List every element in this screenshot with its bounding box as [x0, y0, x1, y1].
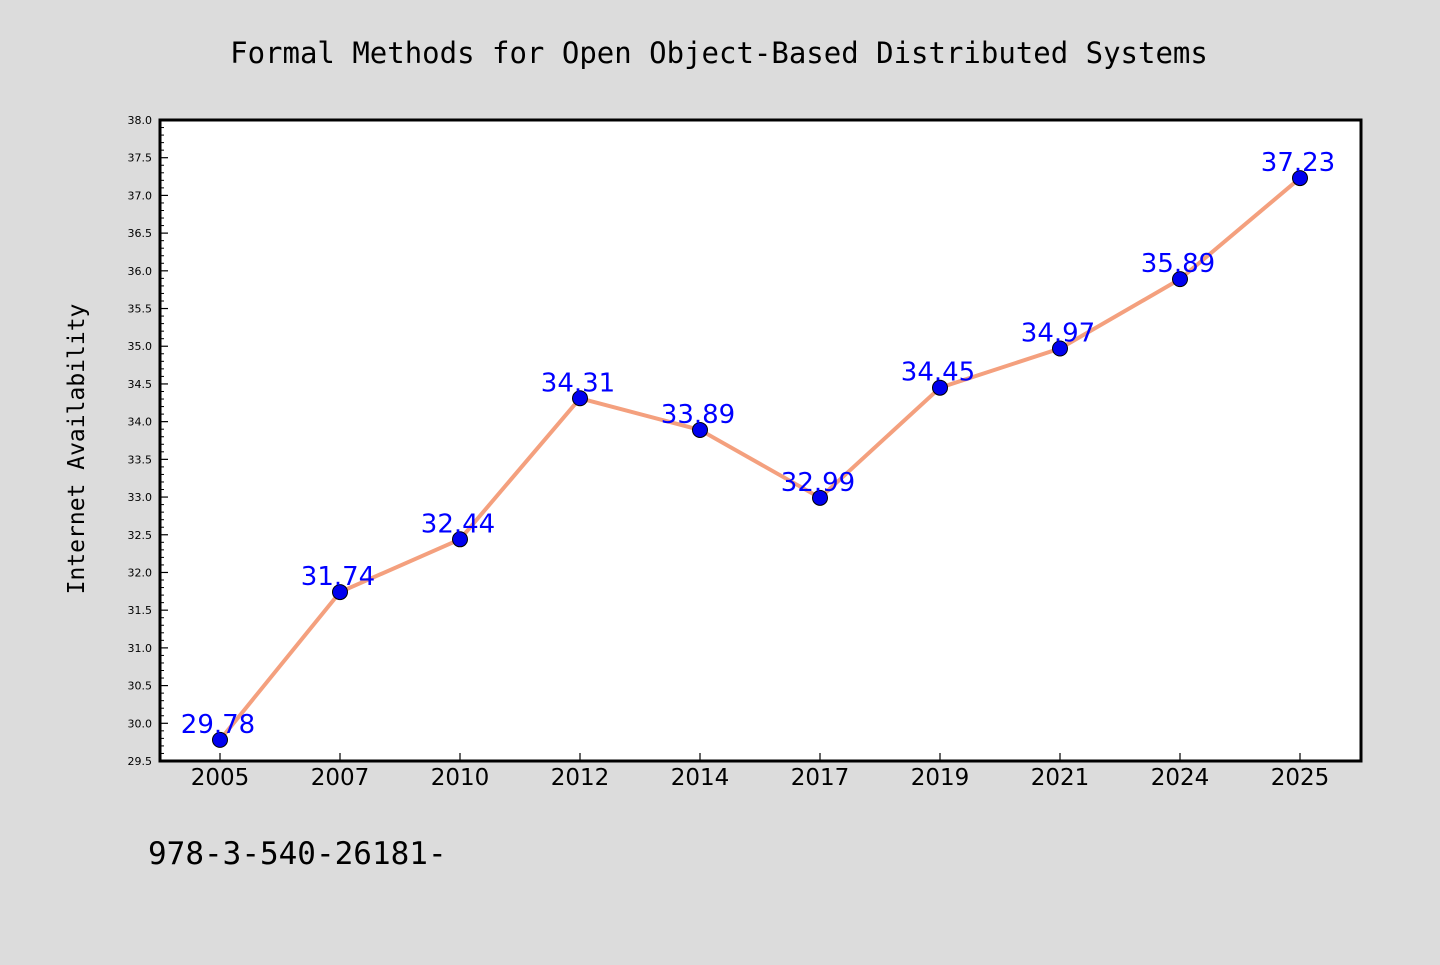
x-tick-label: 2010 — [431, 765, 490, 791]
series-line — [218, 176, 1302, 742]
x-tick-label: 2017 — [791, 765, 850, 791]
data-point — [932, 379, 948, 396]
data-point — [692, 421, 708, 438]
y-tick-label: 33.5 — [128, 453, 153, 466]
y-tick-label: 32.0 — [128, 566, 153, 579]
y-tick-label: 38.0 — [128, 114, 153, 127]
data-label: 34.45 — [901, 358, 975, 388]
data-point — [1172, 271, 1188, 288]
y-tick-label: 31.0 — [128, 642, 153, 655]
data-label: 35.89 — [1141, 249, 1215, 279]
data-label: 32.99 — [781, 468, 855, 498]
y-tick-label: 35.5 — [128, 303, 153, 316]
data-labels: 29.78 31.74 32.44 34.31 33.89 32.99 34.45 34.97… — [181, 148, 1335, 740]
x-tick-label: 2024 — [1151, 765, 1210, 791]
y-tick-label: 34.5 — [128, 378, 153, 391]
x-tick-label: 2012 — [551, 765, 610, 791]
y-axis-label: Internet Availability — [64, 304, 90, 595]
series-layer — [212, 170, 1308, 748]
y-tick-label: 34.0 — [128, 416, 153, 429]
y-tick-label: 30.0 — [128, 717, 153, 730]
footer-isbn-text: 978-3-540-26181- — [148, 836, 447, 872]
x-tick-label: 2005 — [191, 765, 250, 791]
data-point — [812, 489, 828, 506]
data-point — [452, 531, 468, 548]
data-point — [212, 731, 228, 748]
chart-title: Formal Methods for Open Object-Based Dis… — [230, 36, 1208, 70]
data-label: 29.78 — [181, 710, 255, 740]
data-point — [572, 390, 588, 407]
x-tick-label: 2025 — [1271, 765, 1330, 791]
y-tick-label: 30.5 — [128, 680, 153, 693]
y-tick-label: 35.0 — [128, 340, 153, 353]
data-label: 34.97 — [1021, 318, 1095, 348]
x-tick-label: 2019 — [911, 765, 970, 791]
y-tick-label: 32.5 — [128, 529, 153, 542]
x-tick-label: 2007 — [311, 765, 370, 791]
y-tick-label: 37.0 — [128, 189, 153, 202]
y-axis-ticks: 29.5 30.0 30.5 31.0 31.5 32.0 32.5 33.0 33.5 34.0… — [128, 114, 168, 768]
data-label: 32.44 — [421, 509, 495, 539]
data-point — [1052, 340, 1068, 357]
y-tick-label: 31.5 — [128, 604, 153, 617]
plot-area — [160, 120, 1361, 761]
x-tick-label: 2014 — [671, 765, 730, 791]
y-tick-label: 33.0 — [128, 491, 153, 504]
x-tick-label: 2021 — [1031, 765, 1090, 791]
data-point — [332, 584, 348, 601]
data-label: 31.74 — [301, 562, 375, 592]
y-tick-label: 36.0 — [128, 265, 153, 278]
x-axis-ticks: 2005 2007 2010 2012 2014 2017 2019 2021 2024 2025 — [191, 753, 1330, 791]
data-label: 34.31 — [541, 368, 615, 398]
plot-frame — [158, 118, 1363, 763]
y-tick-label: 29.5 — [128, 755, 153, 768]
data-point — [1292, 170, 1308, 187]
y-tick-label: 36.5 — [128, 227, 153, 240]
data-label: 33.89 — [661, 400, 735, 430]
y-tick-label: 37.5 — [128, 152, 153, 165]
data-label: 37.23 — [1261, 148, 1335, 178]
